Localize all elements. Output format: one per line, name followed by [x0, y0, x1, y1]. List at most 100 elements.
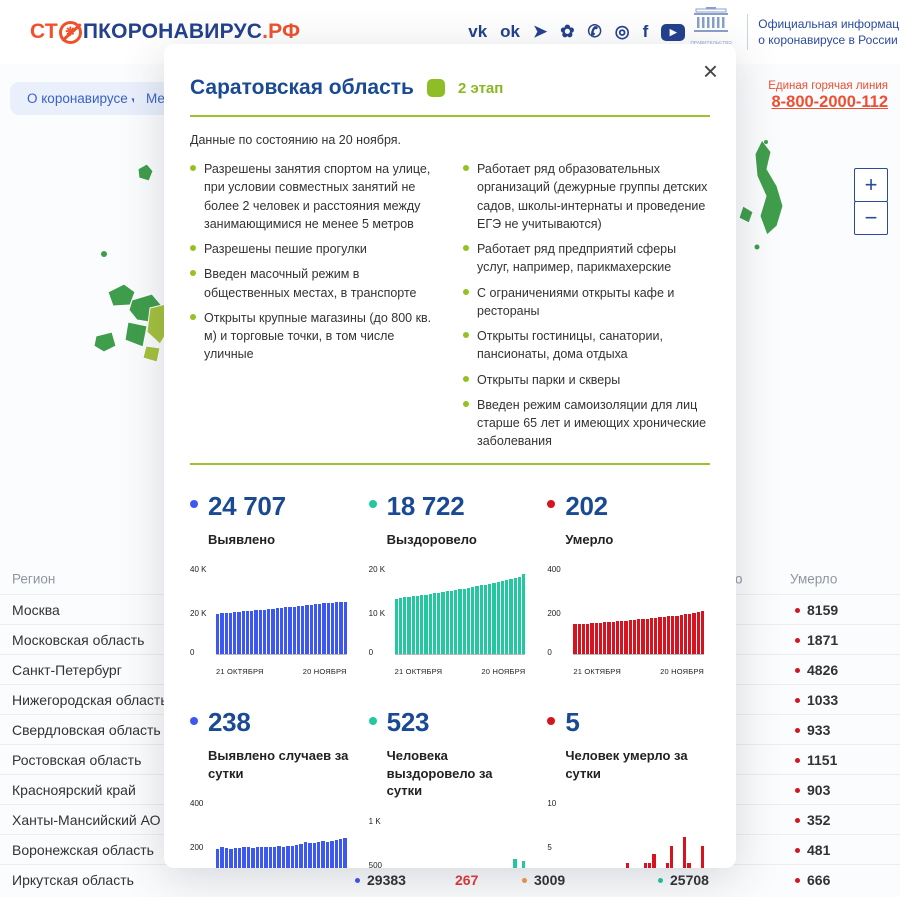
stat-label: Выявлено случаев за сутки [208, 748, 349, 781]
chart-bar [454, 590, 458, 655]
active-value: 3009 [522, 872, 565, 888]
chart-bar [581, 623, 586, 655]
chart-bar [590, 623, 594, 655]
zen-icon[interactable]: ✿ [560, 22, 575, 41]
map-zoom-in-button[interactable]: + [854, 168, 888, 202]
restrictions-list-left: Разрешены занятия спортом на улице, при … [190, 160, 437, 458]
social-links: vk ok ➤ ✿ ✆ ◎ f ▶ [468, 21, 686, 43]
chart-bar [411, 596, 415, 655]
recovered-dot-icon [658, 877, 663, 883]
chart-bar [437, 592, 441, 655]
chart-bar [700, 611, 705, 655]
gov-info: ПРАВИТЕЛЬСТВО РОССИЙСКОЙ ФЕДЕРАЦИИ Офици… [685, 7, 900, 57]
stat-label: Человек умерло за сутки [565, 748, 688, 781]
chart-bar [279, 607, 283, 655]
deaths-dot-icon [795, 727, 800, 733]
x-axis-labels: 21 ОКТЯБРЯ 20 НОЯБРЯ [216, 667, 347, 677]
chart-bar [445, 591, 449, 655]
stat-deaths: 202 Умерло [547, 491, 710, 549]
restriction-item: Открыты парки и скверы [463, 371, 710, 389]
viber-icon[interactable]: ✆ [587, 22, 602, 41]
chart-bar [277, 846, 281, 868]
chart-bar [479, 585, 483, 655]
logo-middle: ПКОРОНАВИРУС [82, 20, 263, 43]
deaths-dot-icon [795, 637, 800, 643]
region-name: Санкт-Петербург [12, 661, 122, 678]
chart-bar [488, 583, 492, 655]
chart-bar [216, 849, 220, 868]
y-axis-tick: 200 [190, 843, 204, 853]
ok-icon[interactable]: ok [500, 22, 520, 41]
hotline-phone-link[interactable]: 8-800-2000-112 [771, 93, 888, 111]
hotline: Единая горячая линия 8-800-2000-112 [768, 80, 888, 112]
chart-bar [696, 612, 700, 655]
chart-bar [471, 586, 475, 655]
youtube-icon[interactable]: ▶ [661, 23, 686, 41]
chart-bar [284, 607, 288, 655]
chart-bar [420, 595, 424, 655]
instagram-icon[interactable]: ◎ [614, 22, 630, 41]
stat-dot-icon [368, 500, 377, 508]
chart-bar [237, 847, 242, 868]
stat-dot-icon [547, 716, 556, 725]
chart-plot-area[interactable] [394, 569, 526, 656]
chart-bar [647, 862, 652, 868]
nav-about-virus[interactable]: О коронавирусе ▾ [10, 82, 154, 115]
chart-bar [666, 616, 671, 655]
chart-bar [330, 602, 334, 655]
restriction-item: Работает ряд образовательных организаций… [463, 160, 710, 233]
chart-bar [483, 584, 488, 655]
y-axis-tick: 200 [547, 609, 561, 619]
stat-dot-icon [547, 500, 556, 508]
chart-plot-area[interactable] [573, 569, 705, 656]
chart-bar [645, 618, 649, 655]
vk-icon[interactable]: vk [468, 22, 488, 41]
restriction-item: С ограничениями открыты кафе и рестораны [463, 284, 710, 321]
table-row[interactable]: Иркутская область 29383 267 3009 25708 666 [0, 864, 900, 894]
chart-bar [251, 847, 255, 868]
map-zoom-out-button[interactable]: − [854, 201, 888, 235]
chart-bar [312, 842, 316, 868]
chart-bar [675, 615, 679, 655]
chart-bar [309, 604, 313, 655]
active-dot-icon [522, 877, 527, 883]
facebook-icon[interactable]: f [642, 22, 649, 41]
restriction-item: Открыты гостиницы, санатории, пансионаты… [463, 327, 710, 364]
chart-plot-area[interactable] [216, 803, 347, 868]
chart-plot-area[interactable] [395, 821, 526, 868]
chart-bar [492, 582, 496, 655]
deaths-value: 481 [795, 842, 830, 858]
deaths-dot-icon [795, 877, 800, 883]
chart-bar [242, 846, 246, 868]
divider [747, 14, 749, 50]
restriction-item: Разрешены пешие прогулки [190, 240, 437, 258]
chart-bar [649, 618, 654, 655]
chart-bar [658, 617, 662, 655]
telegram-icon[interactable]: ➤ [533, 22, 548, 41]
deaths-value: 352 [795, 812, 830, 828]
restriction-item: Разрешены занятия спортом на улице, при … [190, 160, 437, 233]
chart-plot-area[interactable] [216, 569, 347, 656]
chart-bar [308, 843, 312, 868]
site-logo[interactable]: СТ ПКОРОНАВИРУС .РФ [30, 20, 300, 44]
y-axis-tick: 400 [190, 799, 204, 809]
chart-bar [500, 581, 505, 655]
x-axis-labels: 21 ОКТЯБРЯ 20 НОЯБРЯ [394, 667, 526, 677]
stat-label: Выздоровело [386, 531, 477, 547]
chart-bar [475, 586, 479, 655]
region-name: Москва [12, 601, 60, 618]
chart-bar [432, 593, 437, 655]
chart-bar [458, 589, 462, 655]
chart-bar [288, 607, 292, 655]
stat-dot-icon [190, 716, 198, 725]
chart-bar [598, 622, 603, 655]
chart-bar [268, 847, 273, 868]
chart-plot-area[interactable] [573, 803, 705, 868]
chart-bar [325, 841, 330, 868]
close-icon[interactable]: × [702, 56, 718, 86]
y-axis-tick: 1 K [368, 816, 381, 826]
chart-bar [343, 837, 347, 868]
